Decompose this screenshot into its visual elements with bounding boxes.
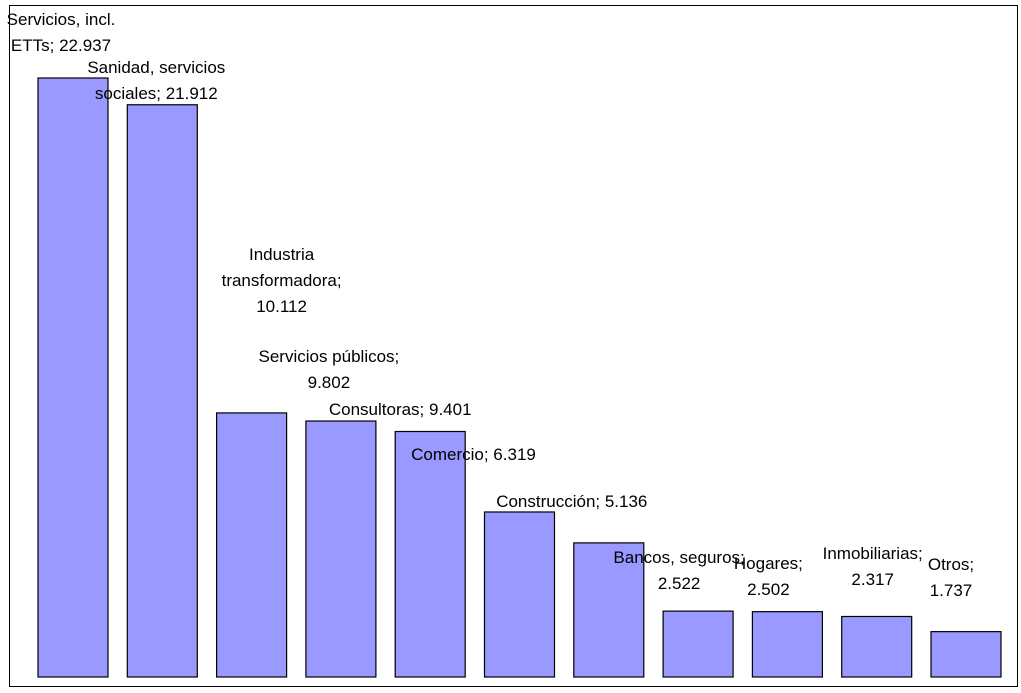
data-label-line: 2.522: [658, 574, 701, 593]
data-label-line: Inmobiliarias;: [823, 544, 923, 563]
data-label-10: Inmobiliarias; 2.317: [823, 544, 923, 589]
data-label-1: Servicios, incl. ETTs; 22.937: [7, 10, 116, 55]
bar-10: [841, 615, 913, 678]
bar-5: [394, 430, 466, 678]
data-label-line: Servicios públicos;: [259, 347, 400, 366]
data-label-11: Otros; 1.737: [928, 555, 974, 600]
data-label-line: transformadora;: [222, 271, 342, 290]
data-label-line: Consultoras; 9.401: [329, 400, 472, 419]
data-label-line: Otros;: [928, 555, 974, 574]
bar-6: [483, 511, 556, 678]
bar-1: [37, 77, 109, 678]
data-label-line: Construcción; 5.136: [496, 492, 647, 511]
data-label-line: Comercio; 6.319: [411, 445, 536, 464]
data-label-line: Hogares;: [734, 554, 803, 573]
data-label-9: Hogares; 2.502: [734, 554, 803, 599]
data-label-5: Consultoras; 9.401: [329, 400, 472, 419]
data-label-line: 2.317: [851, 570, 894, 589]
data-label-8: Bancos, seguros; 2.522: [613, 548, 744, 593]
data-label-2: Sanidad, servicios sociales; 21.912: [87, 58, 225, 103]
data-label-line: 10.112: [256, 297, 307, 316]
data-label-6: Comercio; 6.319: [411, 445, 536, 464]
data-label-line: Bancos, seguros;: [613, 548, 744, 567]
data-label-3: Industria transformadora; 10.112: [222, 245, 342, 316]
data-label-line: Industria: [249, 245, 315, 264]
data-label-line: ETTs; 22.937: [11, 36, 111, 55]
bar-2: [126, 104, 198, 678]
data-label-line: sociales; 21.912: [95, 84, 218, 103]
data-label-line: Servicios, incl.: [7, 10, 116, 29]
bar-9: [751, 611, 824, 678]
bar-7: [573, 542, 645, 678]
data-label-line: Sanidad, servicios: [87, 58, 225, 77]
bar-11: [930, 631, 1002, 678]
data-label-line: 2.502: [747, 580, 790, 599]
bar-4: [305, 420, 377, 678]
data-label-line: 9.802: [308, 373, 351, 392]
data-label-line: 1.737: [930, 581, 973, 600]
bar-3: [216, 412, 288, 678]
data-label-7: Construcción; 5.136: [496, 492, 647, 511]
bar-8: [662, 610, 734, 678]
data-label-4: Servicios públicos; 9.802: [259, 347, 400, 392]
